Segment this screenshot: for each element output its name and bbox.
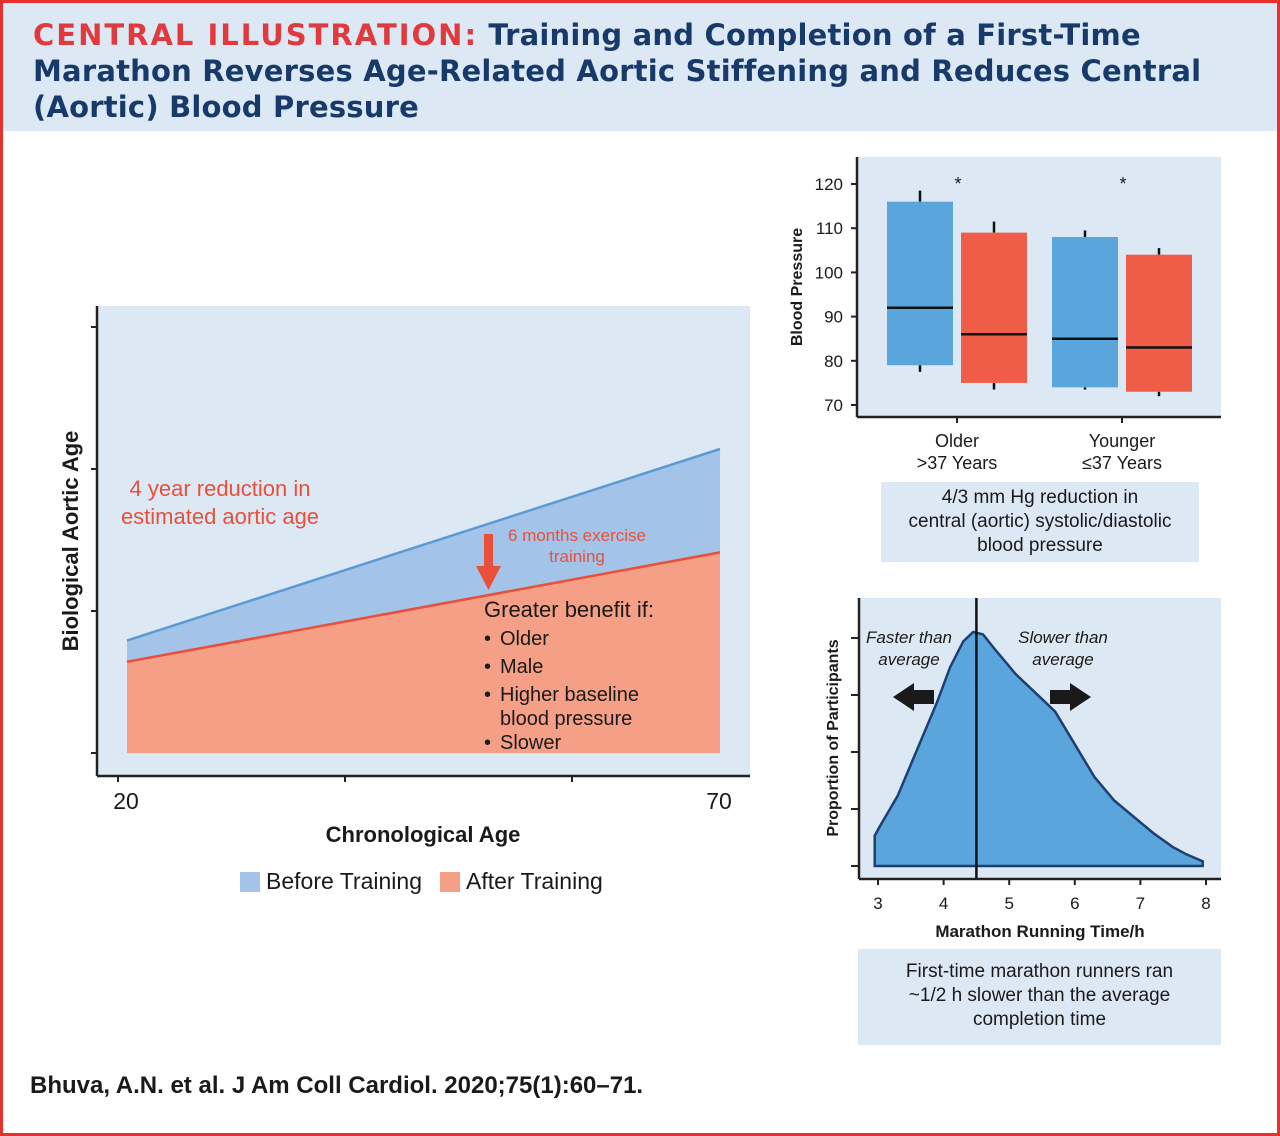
benefit-item-higher-bp-2: blood pressure [500,708,632,730]
blood-pressure-boxplot: 70 80 90 100 110 120 Blood Pressure Older >37… [789,157,1221,473]
slower-label-1: Slower than [1018,628,1108,647]
x-axis-label: Chronological Age [326,822,521,847]
before-training-line [126,447,721,642]
training-annotation-2: training [549,547,605,566]
right-arrow-icon [1050,683,1091,711]
x-tick-label: 3 [873,894,882,913]
box-before-younger [1052,237,1118,388]
y-tick-label: 120 [815,175,843,194]
boxplot-y-axis-label: Blood Pressure [789,228,806,346]
x-tick-label: 7 [1136,894,1145,913]
legend-label-before: Before Training [266,868,422,894]
marathon-x-axis-label: Marathon Running Time/h [935,922,1144,941]
y-tick-label: 70 [824,396,843,415]
boxplot-caption-line1: 4/3 mm Hg reduction in [941,487,1139,508]
benefit-item-male: Male [500,656,543,678]
y-tick-label: 100 [815,263,843,282]
legend-swatch-after [439,871,460,892]
after-training-area [127,552,720,753]
benefit-item-higher-bp-1: Higher baseline [500,684,639,706]
y-tick-label: 110 [816,219,843,238]
faster-label-1: Faster than [866,628,952,647]
x-tick-label: 4 [939,894,948,913]
y-tick-label: 80 [824,352,843,371]
significance-older: * [954,174,961,194]
benefit-bullet: • [484,732,491,754]
x-tick-label-70: 70 [706,788,732,814]
category-younger-line1: Younger [1089,431,1155,451]
marathon-caption: First-time marathon runners ran ~1/2 h s… [858,949,1221,1045]
down-arrow-icon [476,566,501,590]
y-axis-label: Biological Aortic Age [58,431,83,652]
legend-label-after: After Training [465,868,603,894]
y-tick-label: 90 [824,308,843,327]
x-tick-label: 8 [1201,894,1210,913]
slower-label-2: average [1032,650,1093,669]
time-distribution-area [873,630,1204,868]
legend-before: Before Training [240,868,422,895]
benefit-bullet: • [484,628,491,650]
marathon-x-ticks: 3 4 5 6 7 8 [873,879,1211,913]
category-older-line1: Older [935,431,979,451]
benefit-item-older: Older [500,628,549,650]
boxplot-y-ticks: 70 80 90 100 110 120 [815,175,857,415]
benefit-bullet: • [484,656,491,678]
reduction-annotation-2: estimated aortic age [121,504,319,529]
marathon-y-axis-label: Proportion of Participants [825,639,842,836]
legend-swatch-before [240,871,260,892]
training-annotation-1: 6 months exercise [508,526,646,545]
boxplot-caption-line3: blood pressure [977,535,1103,556]
marathon-caption-line2: ~1/2 h slower than the average [908,985,1171,1006]
aortic-age-legend: Before Training After Training [240,868,621,895]
title-text: Training and Completion of a First-Time … [33,18,1202,124]
legend-after: After Training [439,868,603,895]
significance-younger: * [1119,174,1126,194]
benefit-heading: Greater benefit if: [484,597,654,622]
x-tick-label: 6 [1070,894,1079,913]
box-before-older [887,201,953,366]
header-banner: CENTRAL ILLUSTRATION: Training and Compl… [3,3,1277,131]
boxplot-caption-line2: central (aortic) systolic/diastolic [908,511,1172,532]
category-older-line2: >37 Years [917,453,998,473]
marathon-caption-line1: First-time marathon runners ran [905,961,1174,982]
marathon-caption-line3: completion time [972,1009,1107,1030]
boxplot-boxes [887,190,1192,397]
box-after-younger [1126,254,1192,392]
down-arrow-shaft [484,534,493,570]
marathon-time-chart: 3 4 5 6 7 8 Marathon Running Time/h Proportio… [825,598,1221,941]
left-arrow-icon [893,683,934,711]
benefit-item-slower: Slower [500,732,561,754]
faster-label-2: average [878,650,939,669]
aortic-age-chart: 20 70 Chronological Age Biological Aorti… [58,306,750,847]
page-title: CENTRAL ILLUSTRATION: Training and Compl… [33,17,1247,125]
after-training-line [126,551,721,664]
benefit-bullet: • [484,684,491,706]
reduction-annotation-1: 4 year reduction in [130,476,311,501]
title-tag: CENTRAL ILLUSTRATION: [33,18,479,52]
boxplot-caption: 4/3 mm Hg reduction in central (aortic) … [881,482,1199,562]
x-tick-label-20: 20 [113,788,139,814]
x-tick-label: 5 [1004,894,1013,913]
category-younger-line2: ≤37 Years [1082,453,1162,473]
citation: Bhuva, A.N. et al. J Am Coll Cardiol. 20… [30,1072,644,1099]
box-after-older [961,232,1027,383]
